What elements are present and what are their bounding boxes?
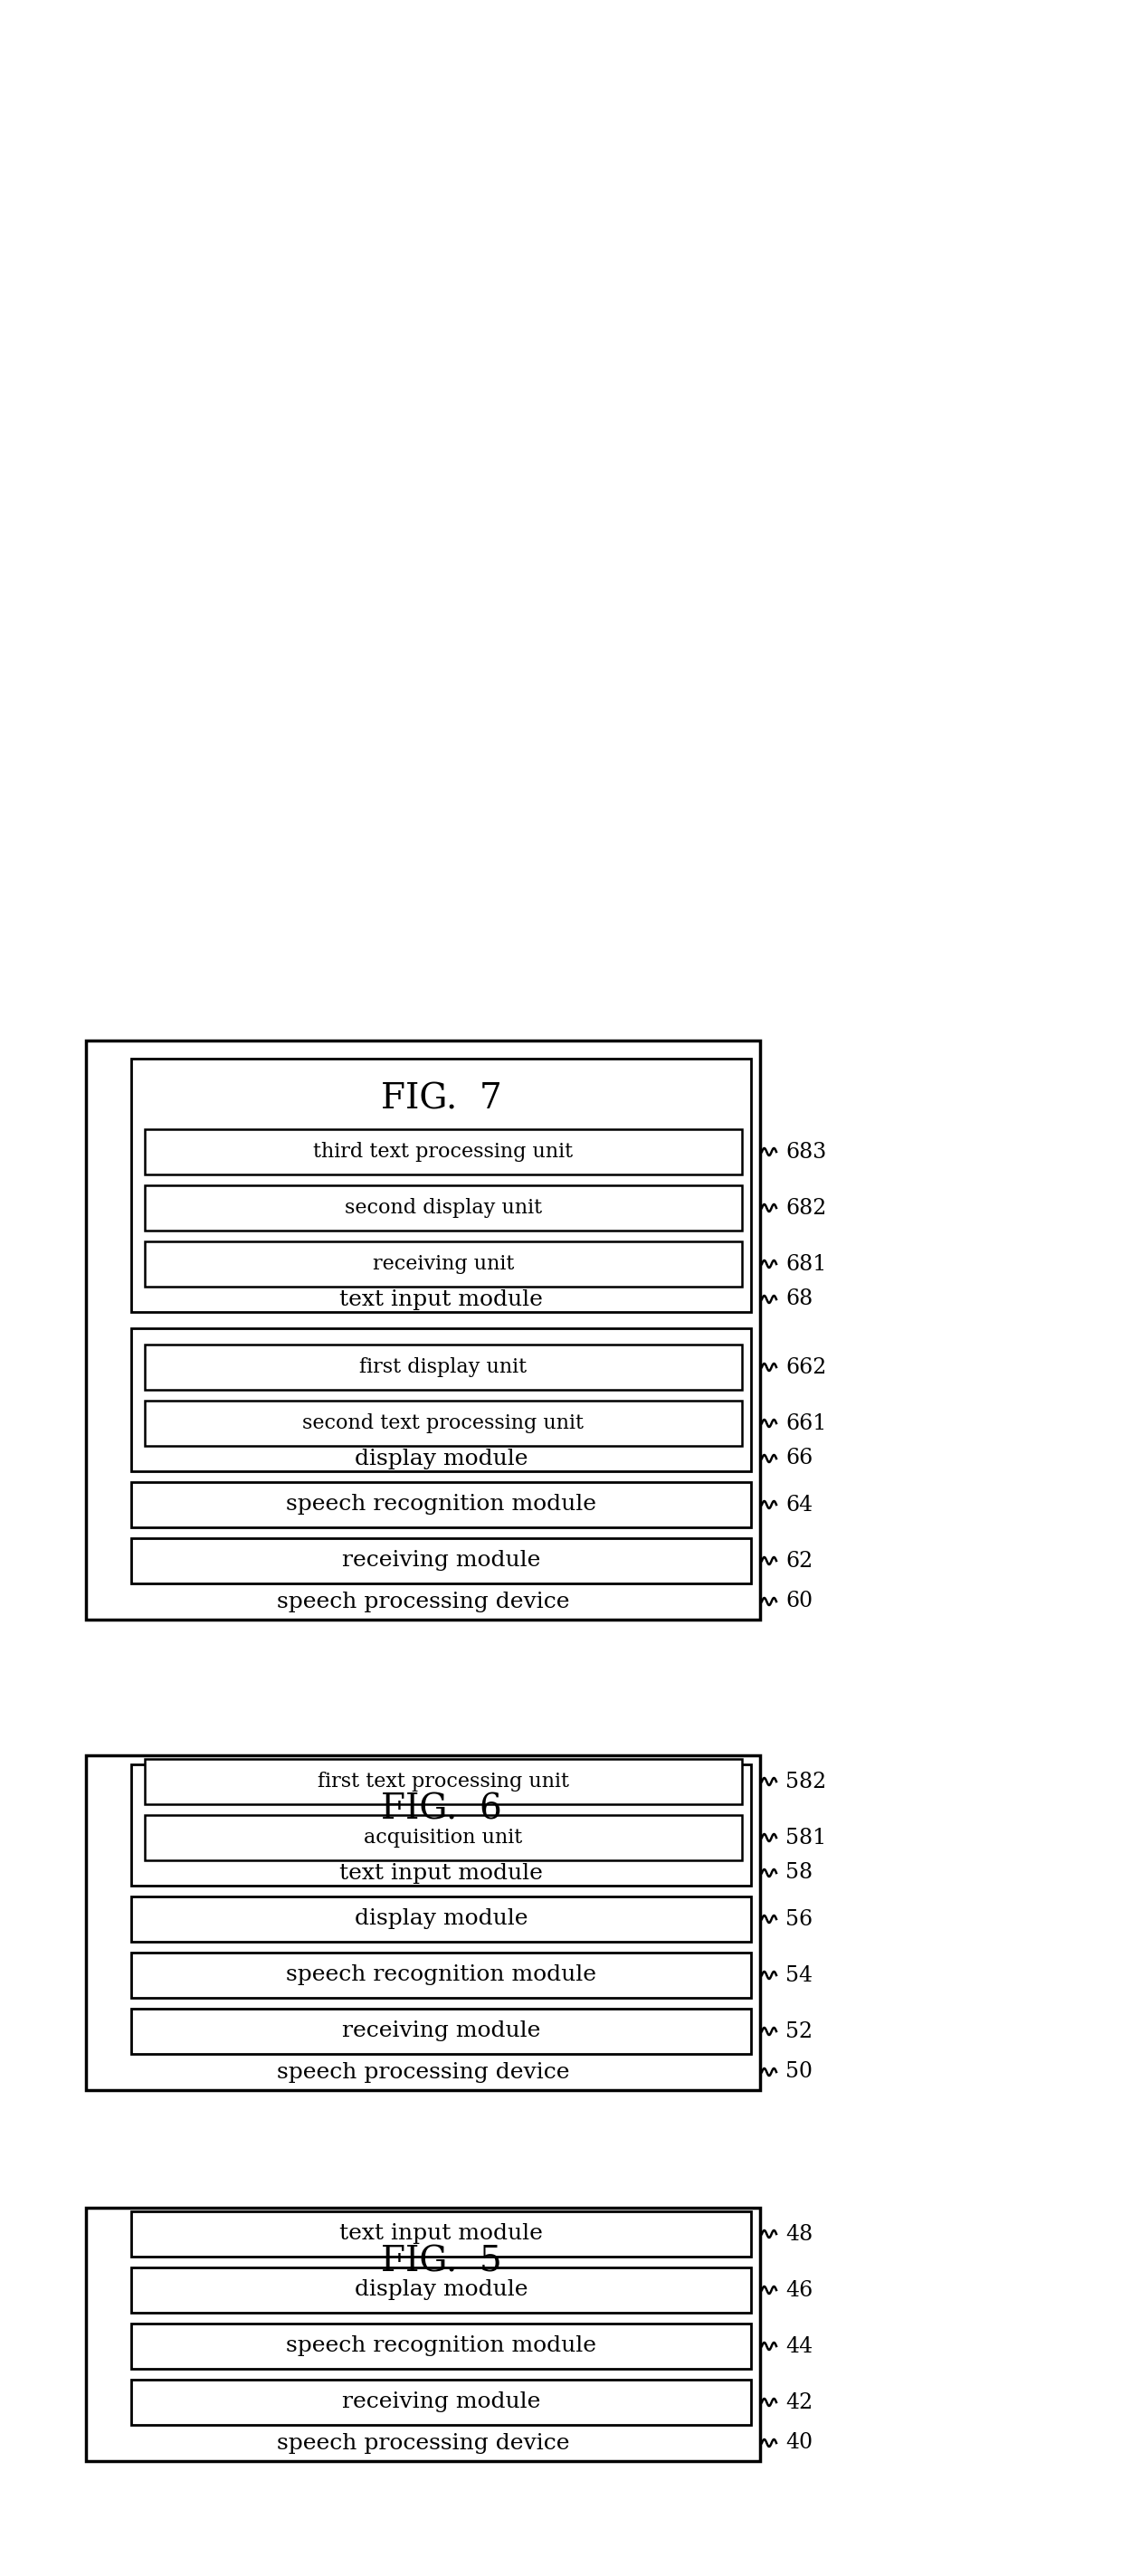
Text: acquisition unit: acquisition unit [364, 1829, 523, 1847]
Bar [86, 1754, 760, 2089]
Text: display module: display module [355, 1448, 527, 1468]
Text: display module: display module [355, 2280, 527, 2300]
Text: 56: 56 [785, 1909, 812, 1929]
Bar [131, 2210, 751, 2257]
Text: 52: 52 [785, 2022, 812, 2043]
Bar [131, 1953, 751, 1999]
Text: receiving module: receiving module [342, 2393, 541, 2414]
Text: speech processing device: speech processing device [277, 2432, 569, 2452]
Text: 50: 50 [785, 2061, 812, 2081]
Text: second text processing unit: second text processing unit [303, 1414, 585, 1432]
Bar [145, 1401, 742, 1445]
Text: third text processing unit: third text processing unit [313, 1141, 573, 1162]
Bar [145, 1242, 742, 1285]
Text: speech processing device: speech processing device [277, 1592, 569, 1613]
Text: text input module: text input module [339, 1288, 543, 1309]
Bar [131, 1329, 751, 1471]
Bar [145, 1345, 742, 1391]
Text: display module: display module [355, 1909, 527, 1929]
Bar [86, 1041, 760, 1620]
Text: 58: 58 [785, 1862, 812, 1883]
Text: 581: 581 [785, 1826, 826, 1847]
Text: speech processing device: speech processing device [277, 2061, 569, 2081]
Bar [131, 1481, 751, 1528]
Text: receiving unit: receiving unit [373, 1255, 514, 1275]
Text: 46: 46 [785, 2280, 812, 2300]
Bar [131, 2380, 751, 2424]
Text: text input module: text input module [339, 1862, 543, 1883]
Text: 44: 44 [785, 2336, 812, 2357]
Text: 683: 683 [785, 1141, 826, 1162]
Text: receiving module: receiving module [342, 2022, 541, 2043]
Text: speech recognition module: speech recognition module [286, 2336, 596, 2357]
Text: 582: 582 [785, 1772, 826, 1793]
Text: speech recognition module: speech recognition module [286, 1494, 596, 1515]
Text: 54: 54 [785, 1965, 812, 1986]
Text: 40: 40 [785, 2432, 812, 2452]
Text: 681: 681 [785, 1255, 827, 1275]
Text: FIG.  7: FIG. 7 [380, 1082, 502, 1115]
Text: text input module: text input module [339, 2223, 543, 2244]
Text: 42: 42 [785, 2393, 812, 2414]
Bar [131, 1765, 751, 1886]
Text: 66: 66 [785, 1448, 812, 1468]
Text: receiving module: receiving module [342, 1551, 541, 1571]
Text: 64: 64 [785, 1494, 812, 1515]
Bar [131, 1538, 751, 1584]
Bar [86, 2208, 760, 2460]
Bar [131, 1896, 751, 1942]
Bar [145, 1185, 742, 1231]
Text: first text processing unit: first text processing unit [318, 1772, 569, 1790]
Text: 62: 62 [785, 1551, 812, 1571]
Text: 661: 661 [785, 1412, 827, 1435]
Bar [145, 1128, 742, 1175]
Bar [131, 2324, 751, 2370]
Text: speech recognition module: speech recognition module [286, 1965, 596, 1986]
Text: FIG.  5: FIG. 5 [380, 2246, 502, 2280]
Text: 662: 662 [785, 1358, 827, 1378]
Text: 48: 48 [785, 2223, 812, 2244]
Text: FIG.  6: FIG. 6 [380, 1793, 502, 1826]
Bar [145, 1816, 742, 1860]
Text: first display unit: first display unit [360, 1358, 527, 1378]
Bar [131, 1059, 751, 1311]
Text: 682: 682 [785, 1198, 827, 1218]
Text: 60: 60 [785, 1592, 812, 1613]
Text: second display unit: second display unit [344, 1198, 542, 1218]
Bar [131, 2267, 751, 2313]
Text: 68: 68 [785, 1288, 812, 1309]
Bar [145, 1759, 742, 1803]
Bar [131, 2009, 751, 2053]
